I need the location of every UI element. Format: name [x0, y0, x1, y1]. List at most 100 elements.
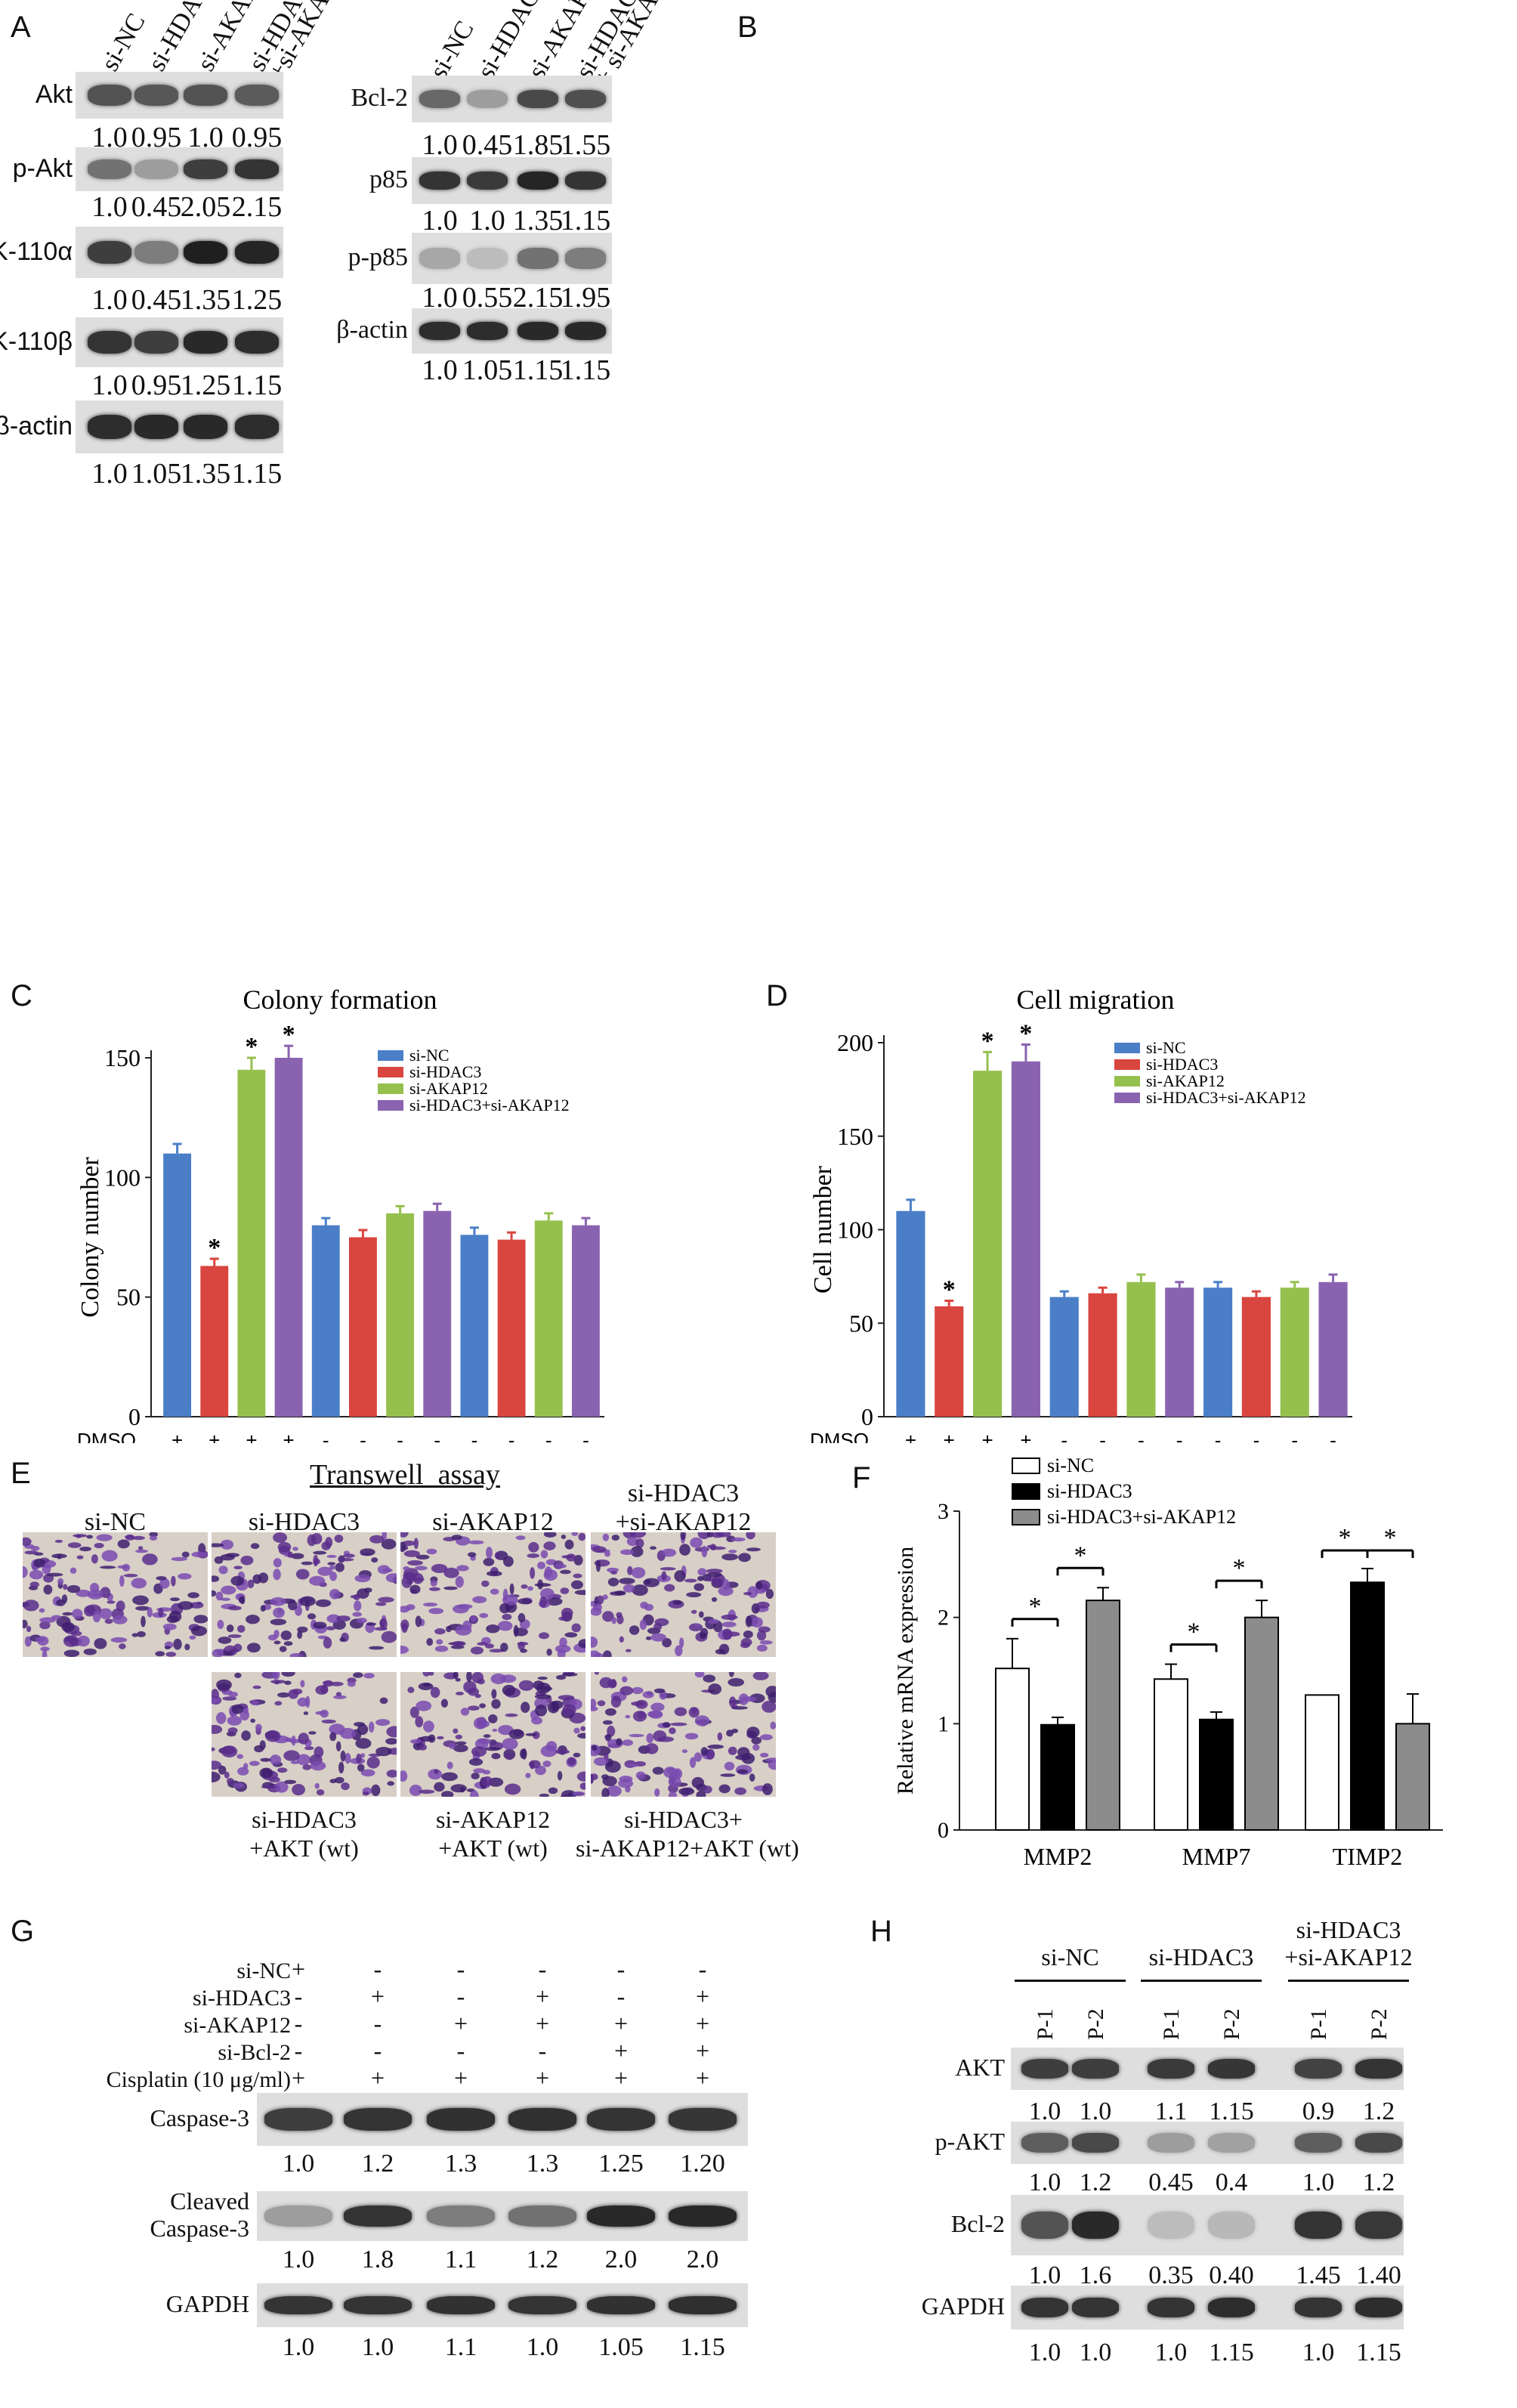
blot-strip-a-band — [134, 331, 178, 354]
legend-label: si-NC — [1047, 1454, 1094, 1476]
blot-strip-b-band — [419, 322, 460, 340]
treatment-sign: - — [397, 1429, 403, 1443]
transwell-bottom-label: +AKT (wt) — [249, 1835, 359, 1862]
quant-value-b: 1.05 — [462, 354, 513, 386]
treatment-sign-g: - — [616, 1955, 626, 1983]
blot-row-label-h: p-AKT — [935, 2128, 1005, 2155]
quant-value-h: 1.1 — [1154, 2097, 1188, 2125]
bar — [1395, 1723, 1430, 1832]
stained-cells — [591, 1532, 774, 1657]
blot-strip-h-band — [1355, 2297, 1402, 2318]
blot-strip-b-band — [518, 248, 558, 269]
blot-strip-h-band — [1072, 2297, 1119, 2318]
treatment-sign: + — [246, 1429, 257, 1443]
quant-value-g: 1.3 — [526, 2150, 559, 2178]
blot-strip-g-band — [344, 2206, 412, 2227]
legend-label: si-HDAC3 — [1146, 1055, 1218, 1074]
panel-letter-e: E — [11, 1457, 31, 1490]
blot-row-label-h: AKT — [955, 2054, 1005, 2081]
y-axis-label: Cell number — [809, 1165, 837, 1294]
blot-strip-h-band — [1208, 2059, 1255, 2079]
lane-label-h: P-1 — [1159, 2008, 1184, 2040]
transwell-bottom-label: si-AKAP12+AKT (wt) — [576, 1835, 799, 1862]
blot-row-label-a: p-Akt — [12, 154, 73, 183]
blot-row-label-b: β-actin — [336, 316, 408, 344]
blot-strip-b-band — [518, 89, 558, 109]
treatment-sign-g: + — [613, 2037, 629, 2064]
blot-strip-h — [1011, 2195, 1404, 2255]
blot-strip-h-band — [1148, 2059, 1194, 2079]
transwell-title: Transwell assay — [310, 1459, 500, 1491]
legend-label: si-AKAP12 — [409, 1079, 488, 1098]
treatment-sign-g: - — [538, 2037, 547, 2064]
bar — [386, 1213, 415, 1417]
blot-strip-a-band — [134, 240, 178, 264]
y-tick-label: 100 — [104, 1164, 141, 1191]
transwell-micrograph — [212, 1532, 397, 1657]
y-tick-label: 1 — [938, 1711, 949, 1736]
blot-strip-h-band — [1208, 2212, 1255, 2239]
significance-star: * — [943, 1276, 956, 1304]
quant-value-h: 1.2 — [1079, 2168, 1112, 2196]
significance-star: * — [1019, 1019, 1032, 1047]
legend-swatch — [378, 1050, 403, 1061]
blot-strip-a-band — [88, 159, 131, 180]
quant-value-a: 1.15 — [231, 458, 283, 490]
quant-value-g: 1.15 — [680, 2333, 725, 2361]
quant-value-h: 0.45 — [1148, 2168, 1194, 2196]
quant-value-g: 1.8 — [361, 2246, 394, 2274]
treatment-sign: + — [905, 1429, 916, 1443]
blot-strip-a-band — [184, 331, 227, 354]
treatment-sign-g: - — [373, 1955, 382, 1983]
bar — [274, 1058, 303, 1417]
quant-value-a: 1.15 — [231, 369, 283, 401]
significance-star: * — [283, 1021, 295, 1049]
quant-value-g: 1.1 — [444, 2333, 477, 2361]
blot-strip-a-band — [134, 85, 178, 106]
bar — [1040, 1723, 1075, 1831]
treatment-label-g: si-AKAP12 — [184, 2013, 291, 2038]
bar — [1199, 1718, 1234, 1831]
treatment-sign: - — [508, 1429, 515, 1443]
treatment-sign-g: - — [294, 2010, 303, 2037]
blot-strip-a-band — [184, 240, 227, 264]
treatment-sign: - — [1061, 1429, 1067, 1443]
blot-strip-g-band — [427, 2206, 495, 2227]
treatment-sign: - — [1176, 1429, 1183, 1443]
treatment-sign-g: - — [698, 1955, 707, 1983]
blot-strip-a-band — [235, 240, 279, 264]
blot-row-label-h: Bcl-2 — [950, 2210, 1005, 2237]
treatment-sign: - — [545, 1429, 552, 1443]
bar — [1241, 1297, 1271, 1417]
treatment-sign-g: + — [695, 1983, 710, 2010]
treatment-label-g: si-HDAC3 — [192, 1986, 291, 2011]
y-tick-label: 150 — [837, 1123, 873, 1150]
blot-strip-h-band — [1208, 2297, 1255, 2318]
bar — [1126, 1281, 1156, 1417]
legend-label: si-HDAC3 — [409, 1062, 481, 1081]
treatment-sign: - — [1138, 1429, 1145, 1443]
treatment-label-g: si-NC — [236, 1958, 291, 1983]
quant-value-b: 1.55 — [560, 129, 611, 161]
blot-row-label-b: p85 — [369, 165, 408, 193]
blot-strip-a-band — [235, 415, 279, 439]
blot-strip-b — [412, 308, 612, 354]
y-tick-label: 0 — [938, 1818, 949, 1843]
blot-strip-a — [76, 227, 283, 278]
quant-value-h: 1.0 — [1302, 2338, 1335, 2366]
quant-value-h: 1.0 — [1154, 2338, 1188, 2366]
treatment-sign: - — [1253, 1429, 1260, 1443]
quant-value-g: 1.25 — [598, 2150, 644, 2178]
y-tick-label: 50 — [116, 1284, 141, 1311]
quant-value-g: 1.2 — [361, 2150, 394, 2178]
blot-strip-b-band — [467, 171, 508, 190]
treatment-sign: - — [360, 1429, 366, 1443]
transwell-micrograph — [212, 1672, 397, 1797]
treatment-sign-g: + — [695, 2037, 710, 2064]
quant-value-a: 2.05 — [180, 191, 231, 223]
stained-cells — [591, 1672, 776, 1797]
transwell-micrograph — [400, 1672, 585, 1797]
quant-value-h: 0.40 — [1209, 2261, 1254, 2289]
y-tick-label: 0 — [128, 1403, 141, 1430]
treatment-sign-g: - — [373, 2037, 382, 2064]
